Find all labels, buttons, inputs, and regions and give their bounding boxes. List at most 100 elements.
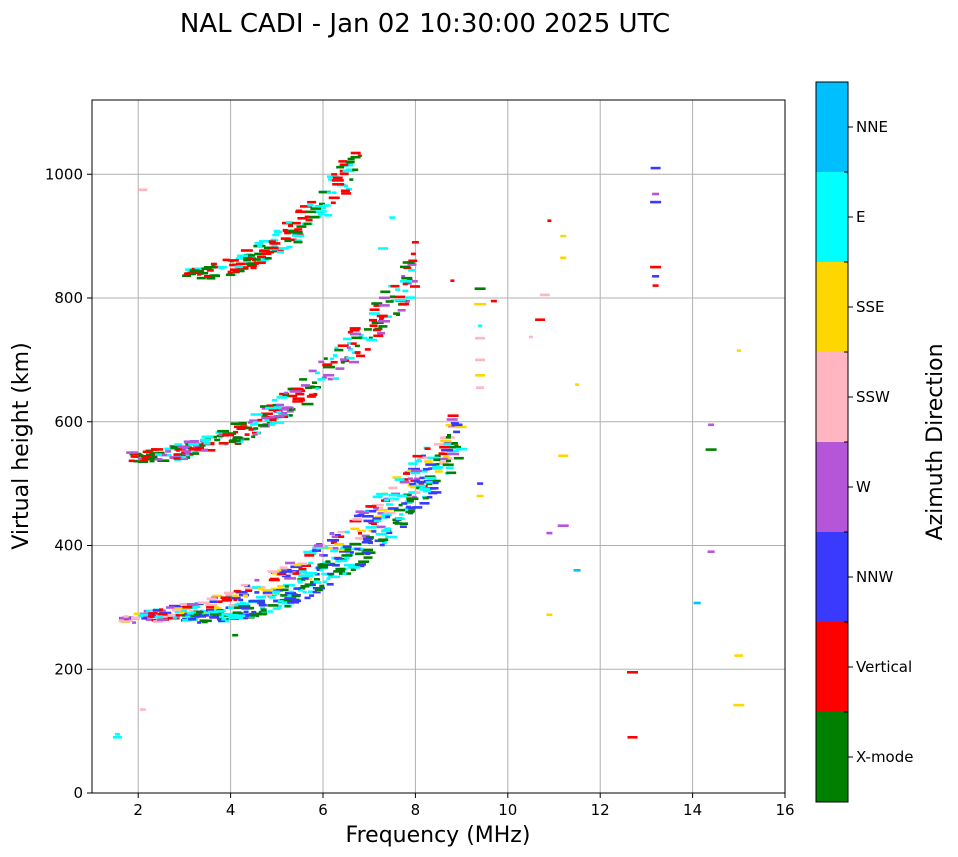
echo-mark xyxy=(273,229,280,233)
echo-mark xyxy=(257,255,266,259)
echo-mark xyxy=(439,445,450,449)
isolated-echo xyxy=(546,531,553,535)
echo-mark xyxy=(424,447,431,450)
echo-mark xyxy=(132,453,141,456)
echo-mark xyxy=(335,567,346,571)
echo-mark xyxy=(358,532,362,535)
isolated-echo xyxy=(474,287,486,290)
echo-mark xyxy=(410,285,420,288)
echo-mark xyxy=(424,475,435,478)
echo-mark xyxy=(347,348,353,351)
colorbar-segment xyxy=(816,442,848,532)
isolated-echo xyxy=(475,358,486,362)
echo-mark xyxy=(323,357,328,360)
echo-mark xyxy=(298,572,307,575)
echo-mark xyxy=(407,477,413,480)
echo-mark xyxy=(221,618,227,621)
echo-mark xyxy=(268,240,276,243)
echo-mark xyxy=(354,351,361,354)
echo-mark xyxy=(314,588,323,591)
echo-mark xyxy=(334,542,345,546)
echo-mark xyxy=(378,538,389,541)
echo-mark xyxy=(356,354,365,358)
echo-mark xyxy=(355,563,366,566)
echo-mark xyxy=(352,168,359,172)
echo-mark xyxy=(186,456,191,459)
colorbar-tick-label: X-mode xyxy=(856,748,913,766)
echo-mark xyxy=(367,541,373,545)
echo-mark xyxy=(300,205,312,208)
echo-mark xyxy=(350,342,357,345)
echo-mark xyxy=(152,609,161,612)
echo-mark xyxy=(306,210,317,214)
isolated-echo xyxy=(693,601,701,605)
echo-mark xyxy=(406,505,412,509)
echo-mark xyxy=(126,451,139,454)
echo-mark xyxy=(284,231,292,235)
echo-mark xyxy=(328,573,333,577)
echo-mark xyxy=(397,309,406,312)
echo-mark xyxy=(317,212,324,216)
echo-mark xyxy=(281,570,293,573)
echo-mark xyxy=(217,429,230,433)
echo-mark xyxy=(328,178,333,181)
echo-mark xyxy=(176,449,181,452)
echo-mark xyxy=(340,361,345,364)
echo-mark xyxy=(344,556,350,560)
echo-mark xyxy=(354,514,361,518)
echo-mark xyxy=(258,587,263,591)
echo-mark xyxy=(214,438,221,442)
echo-mark xyxy=(245,614,250,617)
echo-mark xyxy=(227,259,239,262)
echo-mark xyxy=(284,391,289,395)
echo-mark xyxy=(145,618,153,621)
echo-mark xyxy=(344,548,352,551)
echo-mark xyxy=(343,563,355,567)
echo-mark xyxy=(179,603,187,606)
isolated-echo xyxy=(547,219,552,222)
echo-mark xyxy=(377,331,386,335)
echo-mark xyxy=(272,398,277,402)
echo-mark xyxy=(268,408,274,412)
echo-mark xyxy=(232,594,239,598)
echo-mark xyxy=(206,269,214,272)
echo-mark xyxy=(118,619,130,623)
echo-mark xyxy=(365,505,377,508)
echo-mark xyxy=(149,459,155,463)
echo-mark xyxy=(286,245,293,249)
echo-mark xyxy=(414,491,421,494)
echo-mark xyxy=(242,594,248,597)
echo-mark xyxy=(330,201,336,205)
echo-mark xyxy=(206,597,217,601)
echo-mark xyxy=(284,577,297,580)
echo-mark xyxy=(234,606,242,609)
echo-mark xyxy=(289,408,296,411)
x-tick-label: 8 xyxy=(411,801,421,819)
echo-mark xyxy=(264,246,274,250)
isolated-echo xyxy=(232,633,239,637)
isolated-echo xyxy=(652,275,660,278)
echo-mark xyxy=(273,592,279,595)
echo-mark xyxy=(193,613,200,616)
echo-mark xyxy=(197,273,201,276)
echo-mark xyxy=(280,237,291,240)
isolated-echo xyxy=(627,671,638,674)
echo-mark xyxy=(445,423,453,427)
echo-mark xyxy=(349,178,354,181)
echo-mark xyxy=(185,615,191,618)
echo-mark xyxy=(328,575,341,579)
echo-mark xyxy=(400,522,408,525)
echo-mark xyxy=(394,522,402,525)
echo-mark xyxy=(280,594,288,597)
echo-mark xyxy=(414,484,426,488)
echo-mark xyxy=(138,460,149,463)
echo-mark xyxy=(393,312,401,315)
echo-mark xyxy=(140,613,148,617)
echo-mark xyxy=(198,271,209,275)
echo-mark xyxy=(197,601,210,605)
echo-mark xyxy=(376,492,389,496)
colorbar: X-mode Vertical NNW W SSW SSE E NNE xyxy=(815,81,913,803)
echo-mark xyxy=(256,431,261,435)
echo-mark xyxy=(230,422,242,425)
echo-mark xyxy=(404,501,413,504)
